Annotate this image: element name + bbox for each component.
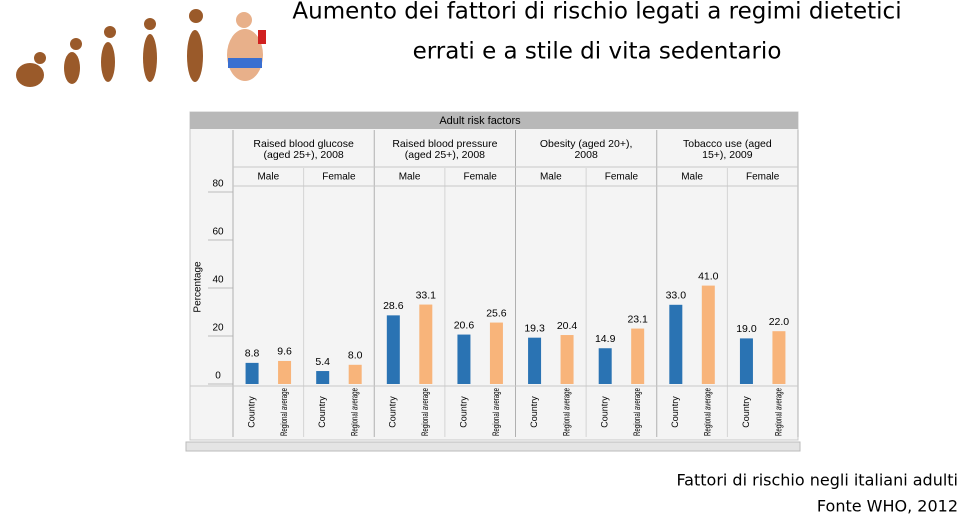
data-label: 14.9 (595, 333, 616, 345)
data-label: 23.1 (627, 313, 648, 325)
subgroup-label: Male (399, 172, 421, 183)
bar (316, 371, 330, 384)
chart-title: Adult risk factors (439, 115, 521, 127)
bar-label: Regional average (773, 388, 783, 436)
group-header: (aged 25+), 2008 (405, 149, 485, 161)
bar-label: Country (529, 396, 539, 428)
data-label: 22.0 (769, 316, 790, 328)
data-label: 33.1 (416, 289, 437, 301)
group-header: Tobacco use (aged (683, 138, 772, 150)
chart-header (190, 112, 798, 129)
data-label: 33.0 (666, 290, 687, 302)
data-label: 25.6 (486, 307, 507, 319)
y-tick-label: 40 (212, 275, 224, 286)
bar-label: Country (317, 396, 327, 428)
data-label: 19.3 (524, 322, 545, 334)
chart: Adult risk factors Percentage 0 20 40 60 80 R… (185, 111, 801, 452)
bar-label: Regional average (279, 388, 289, 436)
slide-title: errati e a stile di vita sedentario (413, 39, 782, 65)
y-axis-label: Percentage (193, 261, 204, 313)
bar (419, 304, 433, 384)
bar-label: Regional average (561, 388, 571, 436)
evolution-illustration (16, 9, 266, 87)
group-header: 2008 (574, 149, 598, 161)
bar (598, 348, 612, 384)
bar (386, 315, 400, 384)
data-label: 41.0 (698, 270, 719, 282)
data-label: 8.8 (245, 348, 260, 360)
group-header: Raised blood glucose (253, 138, 354, 150)
bar (560, 335, 574, 384)
y-tick-label: 20 (212, 323, 224, 334)
bar-label: Country (246, 396, 256, 428)
bar (772, 331, 786, 384)
bar (348, 364, 362, 384)
bar-label: Country (741, 396, 751, 428)
group-header: Obesity (aged 20+), (540, 138, 633, 150)
bar (701, 285, 715, 384)
subgroup-label: Male (540, 172, 562, 183)
subgroup-label: Female (464, 172, 498, 183)
data-label: 19.0 (736, 323, 757, 335)
data-label: 20.6 (454, 319, 475, 331)
bar (669, 304, 683, 384)
bar (489, 322, 503, 384)
scrollbar (185, 441, 801, 452)
bar (528, 337, 542, 384)
bar-label: Country (670, 396, 680, 428)
bar-label: Country (600, 396, 610, 428)
subgroup-label: Female (322, 172, 356, 183)
caption: Fattori di rischio negli italiani adulti (676, 471, 958, 490)
group-header: (aged 25+), 2008 (263, 149, 343, 161)
bar-label: Country (458, 396, 468, 428)
data-label: 8.0 (348, 350, 363, 362)
bar-label: Regional average (491, 388, 501, 436)
subgroup-label: Female (746, 172, 780, 183)
y-tick-label: 0 (215, 371, 221, 382)
data-label: 28.6 (383, 300, 404, 312)
subgroup-label: Female (605, 172, 639, 183)
bar (457, 334, 471, 384)
bar-label: Country (388, 396, 398, 428)
bar (739, 338, 753, 384)
y-tick-label: 60 (212, 227, 224, 238)
slide-title: Aumento dei fattori di rischio legati a … (292, 0, 901, 25)
data-label: 20.4 (557, 320, 578, 332)
group-header: 15+), 2009 (702, 149, 753, 161)
bar-label: Regional average (420, 388, 430, 436)
y-tick-label: 80 (212, 179, 224, 190)
subgroup-label: Male (681, 172, 703, 183)
bar-label: Regional average (632, 388, 642, 436)
bar-label: Regional average (350, 388, 360, 436)
source: Fonte WHO, 2012 (817, 497, 958, 516)
bar (278, 360, 292, 384)
group-header: Raised blood pressure (392, 138, 497, 150)
subgroup-label: Male (257, 172, 279, 183)
bar-label: Regional average (703, 388, 713, 436)
bar (631, 328, 645, 384)
bar (245, 362, 259, 384)
data-label: 5.4 (315, 356, 330, 368)
data-label: 9.6 (277, 346, 292, 358)
